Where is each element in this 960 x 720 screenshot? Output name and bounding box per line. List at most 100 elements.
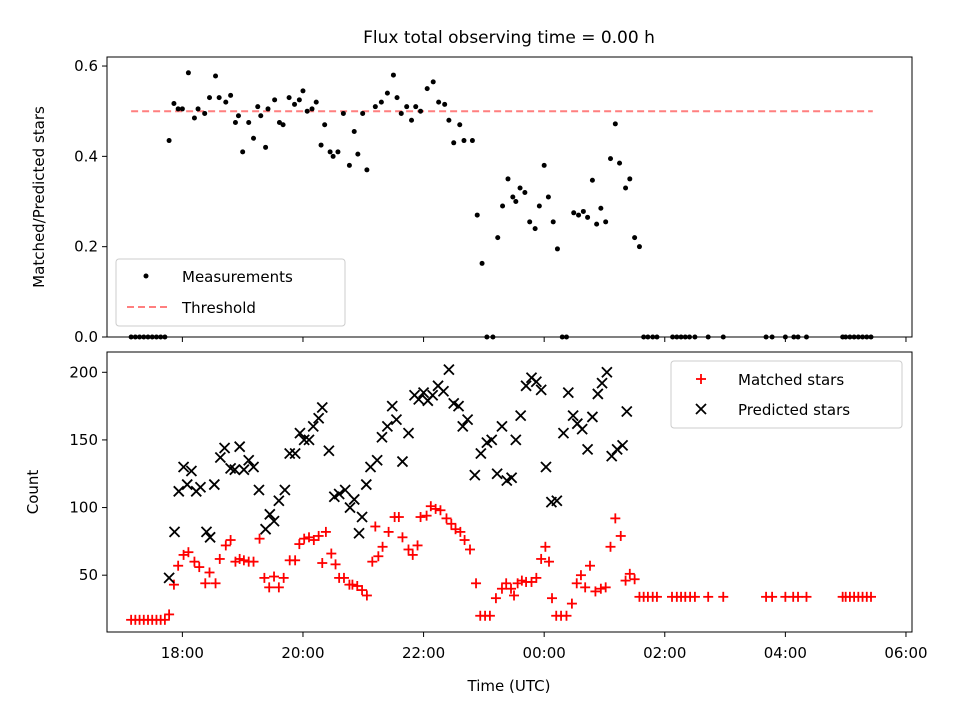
matched-stars-point xyxy=(269,571,280,582)
predicted-stars-point xyxy=(279,484,291,496)
y-tick-label: 200 xyxy=(69,363,98,381)
predicted-stars-point xyxy=(229,464,241,476)
matched-stars-point xyxy=(403,544,414,555)
measurement-point xyxy=(191,115,197,121)
matched-stars-point xyxy=(361,590,372,601)
measurement-point xyxy=(603,219,609,225)
matched-stars-point xyxy=(801,591,812,602)
matched-stars-point xyxy=(430,503,441,514)
x-tick-label: 02:00 xyxy=(643,644,686,662)
predicted-stars-point xyxy=(396,455,409,468)
measurement-point xyxy=(330,153,336,159)
predicted-stars-point xyxy=(413,393,425,405)
predicted-stars-point xyxy=(194,481,207,493)
predicted-stars-point xyxy=(284,447,296,460)
predicted-stars-point xyxy=(353,527,365,539)
matched-stars-point xyxy=(501,578,512,589)
predicted-stars-point xyxy=(437,385,450,397)
measurement-point xyxy=(280,122,286,128)
measurement-point xyxy=(360,110,366,116)
matched-stars-point xyxy=(173,560,184,571)
ratio-legend: Measurements Threshold xyxy=(115,258,346,327)
measurement-point xyxy=(364,167,370,173)
matched-stars-point xyxy=(490,593,501,604)
measurement-point xyxy=(207,95,213,101)
predicted-stars-point xyxy=(551,495,563,507)
matched-stars-point xyxy=(254,533,265,544)
y-tick-label: 0.4 xyxy=(74,147,98,165)
matched-stars-point xyxy=(326,548,337,559)
matched-stars-point xyxy=(225,535,236,546)
measurement-point xyxy=(263,144,269,150)
x-tick-label: 22:00 xyxy=(402,644,445,662)
measurement-point xyxy=(313,99,319,105)
measurement-point xyxy=(335,149,341,155)
measurement-point xyxy=(424,86,430,92)
measurement-point xyxy=(304,108,310,114)
predicted-stars-point xyxy=(168,526,181,538)
measurement-point xyxy=(232,119,238,125)
measurement-point xyxy=(554,246,560,252)
measurement-point xyxy=(571,210,577,216)
matched-stars-point xyxy=(415,512,426,523)
measurement-point xyxy=(474,212,480,218)
matched-stars-point xyxy=(373,551,384,562)
matched-stars-point xyxy=(273,582,284,593)
measurement-point xyxy=(179,106,185,112)
legend-matched-label: Matched stars xyxy=(738,371,844,389)
predicted-stars-point xyxy=(214,451,226,464)
predicted-stars-point xyxy=(208,478,220,491)
predicted-stars-point xyxy=(386,400,398,412)
x-tick-label: 06:00 xyxy=(884,644,927,662)
measurement-point xyxy=(505,176,511,182)
matched-stars-point xyxy=(610,513,621,524)
measurement-point xyxy=(216,95,222,101)
matched-stars-point xyxy=(441,513,452,524)
count-legend: Matched stars Predicted stars xyxy=(670,360,903,429)
measurement-point xyxy=(223,99,229,105)
predicted-stars-point xyxy=(576,423,588,435)
measurement-point xyxy=(430,79,436,85)
legend-measurements-label: Measurements xyxy=(182,268,293,286)
measurement-point xyxy=(318,142,324,148)
legend-threshold-label: Threshold xyxy=(181,299,256,317)
predicted-stars-point xyxy=(181,478,193,491)
measurement-point xyxy=(394,95,400,101)
matched-stars-point xyxy=(865,591,876,602)
measurement-point xyxy=(585,214,591,220)
matched-stars-point xyxy=(214,553,225,564)
x-tick-label: 18:00 xyxy=(161,644,204,662)
matched-stars-point xyxy=(210,578,221,589)
measurement-point xyxy=(532,226,538,232)
predicted-stars-point xyxy=(530,376,542,388)
measurement-point xyxy=(632,235,638,241)
y-tick-label: 0.2 xyxy=(74,238,98,256)
count-panel: 50 100 150 200 18:00 20:00 22:00 00:00 02:00 04:0… xyxy=(24,351,928,695)
y-tick-label: 0.6 xyxy=(74,57,98,75)
matched-stars-point xyxy=(313,530,324,541)
predicted-stars-point xyxy=(452,400,465,412)
matched-stars-point xyxy=(164,609,175,620)
matched-stars-point xyxy=(383,526,394,537)
predicted-stars-point xyxy=(356,511,368,523)
predicted-stars-point xyxy=(417,386,430,399)
matched-stars-point xyxy=(506,583,517,594)
y-tick-label: 50 xyxy=(79,566,98,584)
predicted-stars-point xyxy=(294,427,306,439)
matched-stars-point xyxy=(620,575,631,586)
measurement-point xyxy=(309,106,315,112)
matched-stars-point xyxy=(278,572,289,583)
measurement-point xyxy=(469,138,475,144)
predicted-stars-point xyxy=(557,427,570,439)
matched-stars-point xyxy=(496,583,507,594)
matched-stars-point xyxy=(590,586,601,597)
predicted-stars-point xyxy=(234,441,246,453)
matched-stars-point xyxy=(393,512,404,523)
matched-stars-point xyxy=(629,574,640,585)
matched-stars-point xyxy=(471,578,482,589)
predicted-stars-point xyxy=(621,405,633,418)
predicted-stars-point xyxy=(486,434,498,446)
measurement-point xyxy=(340,110,346,116)
matched-stars-point xyxy=(397,532,408,543)
measurement-point xyxy=(510,194,516,200)
